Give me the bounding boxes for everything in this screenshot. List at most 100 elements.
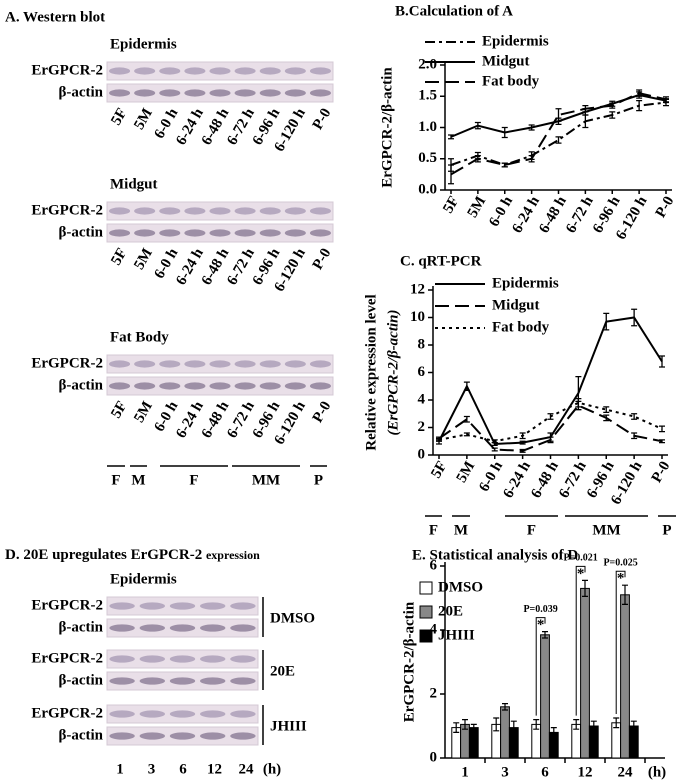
blot-title: Midgut [110, 176, 158, 192]
treatment-label: JHIII [270, 718, 307, 734]
blot-band [309, 382, 331, 390]
x-tick-label: 1 [461, 764, 469, 780]
p-value: P=0.039 [523, 604, 557, 615]
blot-band [284, 67, 306, 75]
blot-row-label: ErGPCR-2 [31, 650, 103, 666]
error-bar [547, 436, 554, 444]
blot-band [259, 382, 281, 390]
y-tick-label: 6 [430, 557, 438, 573]
blot-band [259, 207, 281, 215]
blot-row-label: ErGPCR-2 [31, 597, 103, 613]
legend-swatch [419, 629, 433, 643]
blot-band [234, 229, 256, 237]
blot-band [259, 229, 281, 237]
y-tick-label: 0 [430, 749, 438, 765]
error-bar [462, 719, 468, 730]
error-bar [555, 108, 562, 122]
panel-d-title-small: expression [206, 548, 260, 562]
blot-band [284, 360, 306, 368]
blot-band [139, 710, 165, 718]
error-bar [659, 355, 665, 368]
legend-label: Epidermis [492, 275, 559, 291]
blot-band [109, 229, 131, 237]
blot-band [209, 382, 231, 390]
error-bar [463, 415, 470, 423]
error-bar [631, 432, 638, 440]
y-tick-label: 4 [418, 391, 426, 407]
blot-band [109, 710, 135, 718]
blot-band [230, 710, 256, 718]
error-bar [590, 720, 597, 732]
error-bar [470, 723, 477, 732]
group-label: M [454, 522, 468, 538]
lane-label: 5M [131, 399, 156, 426]
y-axis-label: Relative expression level [363, 294, 379, 450]
bar [468, 727, 479, 759]
significance-bracket [575, 565, 586, 716]
error-bar [436, 437, 442, 442]
error-bar [631, 308, 638, 327]
legend-label: Fat body [482, 73, 540, 89]
error-bar [630, 720, 637, 732]
x-tick-label: 3 [501, 764, 509, 780]
error-bar [609, 111, 616, 119]
blot-band [109, 360, 131, 368]
lane-label: P-0 [310, 106, 335, 133]
blot-band [184, 89, 206, 97]
group-label: F [111, 472, 120, 488]
legend-label: DMSO [438, 579, 483, 595]
blot-band [234, 207, 256, 215]
blot-row-label: β-actin [58, 727, 103, 743]
blot-band [209, 207, 231, 215]
bar [620, 594, 630, 759]
x-tick-label: P-0 [653, 194, 678, 221]
error-bar [603, 406, 610, 414]
blot-band [109, 67, 131, 75]
group-label: P [662, 522, 671, 538]
blot-band [234, 67, 256, 75]
x-tick-label: P-0 [649, 459, 674, 486]
blot-band [200, 655, 226, 663]
blot-band [259, 360, 281, 368]
blot-band [309, 67, 331, 75]
panel-a-title: A. Western blot [5, 9, 105, 25]
x-axis-label: (h) [648, 764, 666, 780]
bar [540, 634, 550, 759]
blot-band [109, 207, 131, 215]
blot-row-label: ErGPCR-2 [31, 62, 103, 78]
error-bar [609, 102, 616, 109]
group-label: P [314, 472, 323, 488]
legend-label: Epidermis [482, 33, 549, 49]
y-tick-label: 2 [430, 685, 438, 701]
error-bar [501, 162, 508, 168]
error-bar [636, 99, 643, 112]
significance-star: * [537, 617, 545, 633]
y-tick-label: 0 [418, 446, 426, 462]
blot-band [309, 89, 331, 97]
panel-d-subtitle: Epidermis [110, 571, 177, 587]
blot-row-label: β-actin [58, 619, 103, 635]
group-label: F [429, 522, 438, 538]
y-tick-label: 4 [430, 621, 438, 637]
legend-label: Fat body [492, 319, 550, 335]
error-bar [582, 579, 588, 597]
y-tick-label: 2 [418, 419, 426, 435]
legend-label: Midgut [492, 297, 540, 313]
blot-band [209, 229, 231, 237]
error-bar [519, 432, 526, 440]
blot-band [159, 89, 181, 97]
error-bar [622, 584, 628, 605]
error-bar [463, 381, 470, 392]
panel-d-title: D. 20E upregulates ErGPCR-2 expression [5, 547, 260, 563]
blot-band [234, 360, 256, 368]
error-bar [448, 134, 454, 140]
error-bar [501, 126, 508, 139]
blot-band [230, 677, 256, 685]
blot-band [139, 602, 165, 610]
x-tick-label: 5M [465, 194, 490, 221]
y-tick-label: 10 [410, 309, 425, 325]
legend-label: JHIII [438, 627, 475, 643]
blot-band [200, 677, 226, 685]
blot-band [169, 624, 196, 632]
